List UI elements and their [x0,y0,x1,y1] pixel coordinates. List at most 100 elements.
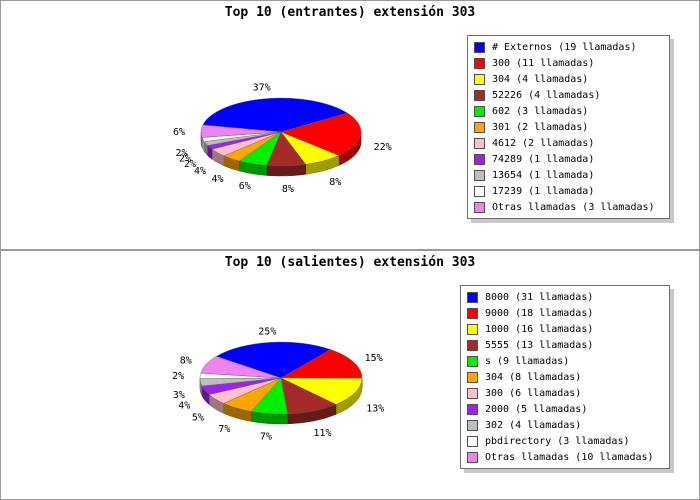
legend-swatch [474,185,485,197]
legend-swatch [467,307,478,319]
legend-item: 17239 (1 llamada) [474,183,663,199]
legend-label: 9000 (18 llamadas) [485,307,594,319]
legend-label: 5555 (13 llamadas) [485,339,594,351]
legend-item: 302 (4 llamadas) [467,417,663,433]
legend-label: 1000 (16 llamadas) [485,323,594,335]
legend-label: 8000 (31 llamadas) [485,291,594,303]
pie-slice-otras-llamadas [200,124,282,138]
legend-item: 1000 (16 llamadas) [467,321,663,337]
pie-percent-label: 8% [282,184,294,195]
pie-percent-label: 22% [374,142,392,153]
pie-percent-label: 13% [366,403,384,414]
legend-item: 2000 (5 llamadas) [467,401,663,417]
pie-percent-label: 3% [173,390,185,401]
legend-swatch [474,153,485,165]
legend-label: # Externos (19 llamadas) [492,41,637,53]
outgoing-chart-panel: Top 10 (salientes) extensión 303 25% 15% 1… [0,250,700,500]
pie-percent-label: 2% [184,159,196,170]
legend-label: 602 (3 llamadas) [492,105,589,117]
legend-swatch [474,201,485,213]
legend-item: 4612 (2 llamadas) [474,135,663,151]
pie-percent-label: 4% [212,174,224,185]
legend-label: 2000 (5 llamadas) [485,403,588,415]
legend-swatch [467,403,478,415]
legend-label: 301 (2 llamadas) [492,121,589,133]
legend-swatch [467,419,478,431]
legend-item: 300 (11 llamadas) [474,55,663,71]
incoming-pie-chart: 37%22%8%8%6%4%4%2%2%2%6% [173,83,392,195]
legend-item: 8000 (31 llamadas) [467,289,663,305]
pie-percent-label: 2% [179,154,191,165]
legend-item: 74289 (1 llamada) [474,151,663,167]
legend-item: Otras llamadas (3 llamadas) [474,199,663,215]
legend-label: 4612 (2 llamadas) [492,137,595,149]
incoming-chart-panel: Top 10 (entrantes) extensión 303 37% 22% 8… [0,0,700,250]
pie-percent-label: 37% [253,83,271,94]
legend-swatch [474,137,485,149]
legend-swatch [467,451,478,463]
incoming-legend: # Externos (19 llamadas) 300 (11 llamadas… [467,35,670,219]
legend-item: 13654 (1 llamada) [474,167,663,183]
legend-label: 300 (6 llamadas) [485,387,582,399]
pie-slice-otras-llamadas [200,356,282,379]
legend-label: 17239 (1 llamada) [492,185,595,197]
legend-item: 304 (4 llamadas) [474,71,663,87]
legend-item: 301 (2 llamadas) [474,119,663,135]
pie-percent-label: 4% [178,401,190,412]
pie-percent-label: 25% [258,326,276,337]
pie-slice-8000 [215,341,332,379]
legend-item: 9000 (18 llamadas) [467,305,663,321]
legend-swatch [474,41,485,53]
pie-slice-1000 [280,377,363,405]
pie-percent-label: 2% [172,371,184,382]
legend-swatch [467,323,478,335]
legend-swatch [474,73,485,85]
legend-swatch [474,57,485,69]
pie-percent-label: 11% [313,428,331,439]
legend-label: 300 (11 llamadas) [492,57,595,69]
pie-percent-label: 4% [194,166,206,177]
legend-label: 13654 (1 llamada) [492,169,595,181]
pie-depth-sides [200,131,362,177]
legend-label: 302 (4 llamadas) [485,419,582,431]
legend-item: # Externos (19 llamadas) [474,39,663,55]
outgoing-pie-chart: 25% 15% 13% 11% 7% 7% 5%4%3% 2% 8% [172,326,384,443]
legend-swatch [474,169,485,181]
legend-label: 304 (4 llamadas) [492,73,589,85]
legend-item: s (9 llamadas) [467,353,663,369]
legend-label: 52226 (4 llamadas) [492,89,601,101]
legend-label: Otras llamadas (3 llamadas) [492,201,655,213]
pie-slice--externos [202,97,348,133]
outgoing-legend: 8000 (31 llamadas) 9000 (18 llamadas) 1000… [460,285,670,469]
pie-percent-label: 8% [329,177,341,188]
legend-item: 5555 (13 llamadas) [467,337,663,353]
incoming-chart-title: Top 10 (entrantes) extensión 303 [224,5,476,20]
legend-label: pbdirectory (3 llamadas) [485,435,630,447]
pie-percent-label: 15% [365,353,383,364]
legend-swatch [467,387,478,399]
legend-label: Otras llamadas (10 llamadas) [485,451,654,463]
legend-item: 52226 (4 llamadas) [474,87,663,103]
outgoing-chart-title: Top 10 (salientes) extensión 303 [224,255,476,270]
legend-item: 602 (3 llamadas) [474,103,663,119]
legend-item: 304 (8 llamadas) [467,369,663,385]
legend-swatch [467,355,478,367]
pie-percent-label: 6% [239,181,251,192]
legend-label: 74289 (1 llamada) [492,153,595,165]
pie-slice-9000 [280,349,363,379]
legend-swatch [474,105,485,117]
pie-percent-label: 5% [192,412,204,423]
legend-swatch [474,89,485,101]
legend-item: pbdirectory (3 llamadas) [467,433,663,449]
legend-swatch [467,371,478,383]
pie-percent-label: 8% [180,356,192,367]
legend-label: s (9 llamadas) [485,355,570,367]
legend-swatch [467,291,478,303]
legend-swatch [474,121,485,133]
pie-percent-label: 6% [173,127,185,138]
legend-swatch [467,339,478,351]
pie-slice-300 [280,112,362,156]
pie-percent-label: 7% [260,432,272,443]
pie-percent-label: 2% [175,148,187,159]
legend-label: 304 (8 llamadas) [485,371,582,383]
